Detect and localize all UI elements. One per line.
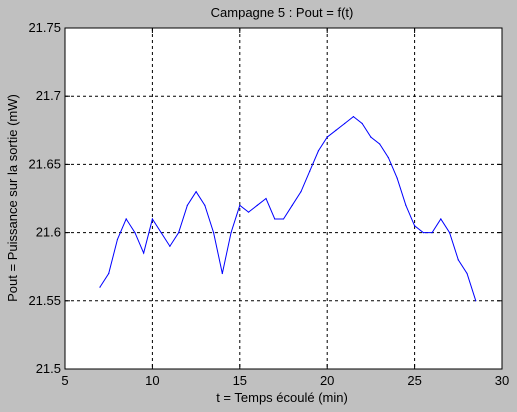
data-point: [169, 245, 171, 247]
data-point: [212, 232, 215, 234]
series-line: [99, 116, 477, 301]
data-point: [448, 232, 451, 234]
y-tick-label: 21.65: [28, 156, 61, 171]
data-point: [475, 300, 477, 302]
plot-area: [64, 27, 503, 370]
y-tick-label: 21.5: [36, 361, 61, 376]
data-point: [230, 232, 232, 234]
data-point: [431, 232, 433, 234]
data-point: [457, 259, 459, 261]
data-point: [440, 218, 442, 220]
data-point: [178, 232, 180, 234]
data-point: [151, 218, 153, 220]
x-tick-label: 15: [233, 373, 247, 388]
data-point: [204, 204, 206, 206]
data-point: [125, 218, 127, 220]
x-tick-label: 5: [61, 373, 68, 388]
data-point: [265, 197, 267, 200]
data-point: [317, 150, 320, 152]
data-point: [221, 272, 223, 275]
data-point: [291, 204, 293, 206]
data-point: [344, 122, 346, 125]
data-point: [422, 232, 424, 234]
x-tick-label: 10: [145, 373, 159, 388]
data-point: [405, 204, 407, 206]
axis-ticks: 5 10 15 20 25 30 21.5 21.55 21.6 21.65 21.7 21.75: [28, 20, 509, 388]
x-tick-label: 30: [495, 373, 509, 388]
y-axis-label: Pout = Puissance sur la sortie (mW): [5, 94, 20, 302]
data-point: [108, 272, 110, 275]
data-point: [326, 136, 328, 138]
data-point: [256, 204, 258, 206]
data-point: [143, 252, 145, 254]
y-tick-label: 21.6: [36, 225, 61, 240]
data-point: [370, 136, 372, 138]
data-point: [387, 156, 389, 159]
grid: [65, 28, 502, 369]
x-tick-label: 25: [407, 373, 421, 388]
data-point: [414, 225, 416, 227]
y-tick-label: 21.75: [28, 20, 61, 35]
data-point: [99, 286, 101, 288]
data-point: [160, 232, 162, 234]
data-point: [247, 211, 250, 213]
data-point: [134, 232, 136, 234]
x-axis-label: t = Temps écoulé (min): [216, 390, 348, 405]
data-point: [379, 143, 381, 145]
data-point: [300, 191, 302, 193]
data-point: [309, 170, 311, 172]
chart-title: Campagne 5 : Pout = f(t): [211, 5, 354, 20]
data-point: [282, 218, 285, 220]
data-point: [274, 218, 276, 220]
y-tick-label: 21.55: [28, 293, 61, 308]
data-point: [361, 122, 363, 125]
data-point: [116, 238, 119, 241]
series-layer: [99, 116, 477, 302]
data-point: [396, 177, 398, 179]
data-point: [186, 204, 188, 206]
data-point: [466, 272, 468, 275]
x-tick-label: 20: [320, 373, 334, 388]
data-point: [352, 116, 355, 118]
data-point: [239, 204, 241, 206]
data-point: [195, 191, 197, 193]
y-tick-label: 21.7: [36, 88, 61, 103]
data-point: [335, 129, 337, 131]
